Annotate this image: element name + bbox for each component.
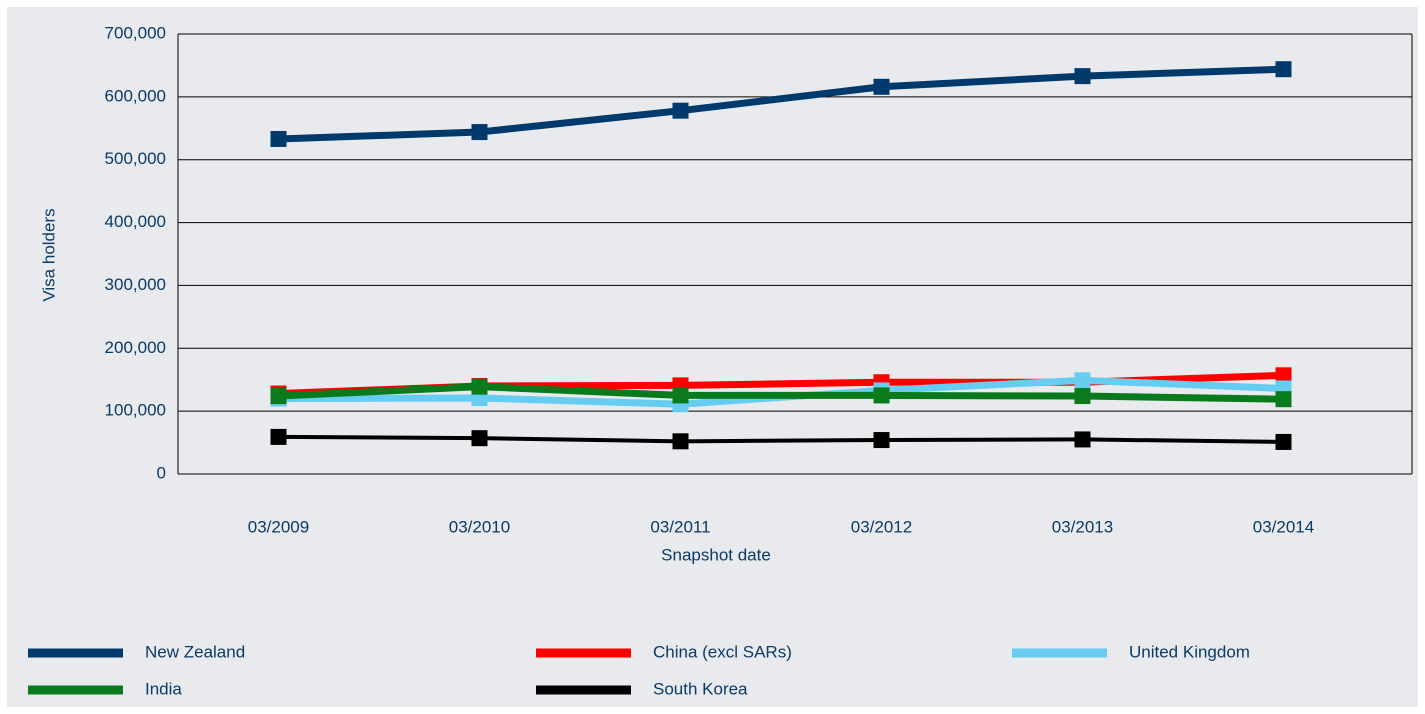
- data-point: [873, 78, 890, 95]
- series-line: [278, 434, 1284, 444]
- y-tick-label: 100,000: [105, 401, 166, 420]
- data-point: [270, 388, 287, 405]
- x-tick-label: 03/2014: [1253, 517, 1314, 536]
- y-tick-label: 0: [157, 463, 166, 482]
- data-point: [873, 387, 890, 404]
- y-tick-label: 300,000: [105, 275, 166, 294]
- x-tick-label: 03/2009: [248, 517, 309, 536]
- legend-label: South Korea: [653, 679, 748, 698]
- data-point: [270, 428, 287, 445]
- data-point: [471, 378, 488, 395]
- y-tick-label: 500,000: [105, 149, 166, 168]
- legend-label: New Zealand: [145, 642, 245, 661]
- y-axis-label: Visa holders: [39, 208, 58, 301]
- y-tick-label: 200,000: [105, 338, 166, 357]
- data-point: [873, 432, 890, 449]
- x-tick-label: 03/2012: [851, 517, 912, 536]
- data-point: [471, 430, 488, 447]
- series-line: [278, 383, 1284, 403]
- data-point: [1074, 431, 1091, 448]
- data-point: [672, 102, 689, 119]
- y-tick-label: 600,000: [105, 86, 166, 105]
- y-tick-label: 400,000: [105, 212, 166, 231]
- x-tick-label: 03/2010: [449, 517, 510, 536]
- series-line: [278, 65, 1284, 143]
- x-tick-label: 03/2011: [650, 517, 710, 536]
- data-point: [1074, 372, 1091, 389]
- x-tick-label: 03/2013: [1052, 517, 1113, 536]
- y-tick-label: 700,000: [105, 23, 166, 42]
- data-point: [1074, 388, 1091, 405]
- data-point: [270, 130, 287, 147]
- data-point: [1275, 367, 1292, 384]
- data-point: [1275, 61, 1292, 78]
- data-point: [672, 433, 689, 450]
- legend-label: India: [145, 679, 182, 698]
- data-point: [1275, 391, 1292, 408]
- legend-label: China (excl SARs): [653, 642, 792, 661]
- data-point: [1074, 68, 1091, 85]
- data-point: [672, 387, 689, 404]
- data-point: [1275, 433, 1292, 450]
- chart-background: [7, 7, 1418, 707]
- legend-label: United Kingdom: [1129, 642, 1250, 661]
- data-point: [471, 124, 488, 141]
- x-axis-label: Snapshot date: [661, 545, 771, 564]
